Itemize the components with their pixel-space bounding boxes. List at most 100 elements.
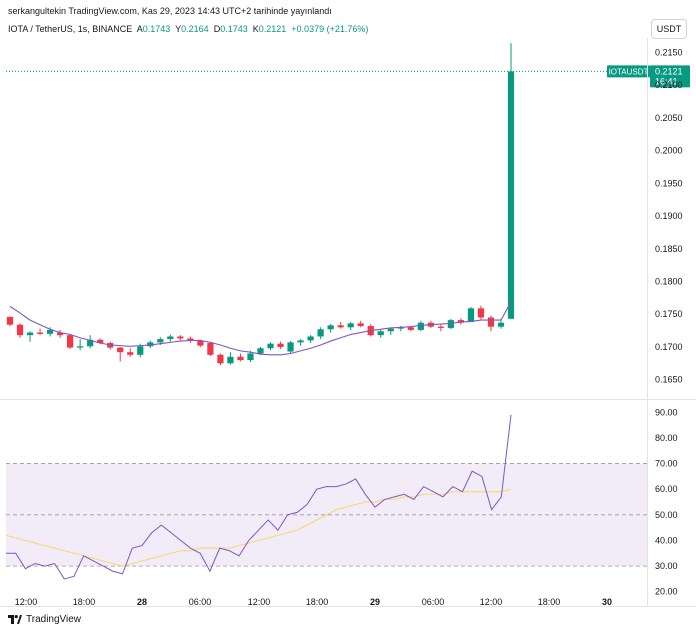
candle-body	[67, 335, 74, 348]
rsi-tick-label: 70.00	[655, 459, 678, 469]
price-tick-label: 0.1950	[655, 178, 683, 188]
price-label-countdown: 16:41	[655, 76, 678, 86]
low-value: 0.1743	[220, 24, 248, 34]
candle-body	[477, 308, 485, 318]
close-value: 0.2121	[258, 24, 287, 34]
currency-button[interactable]: USDT	[651, 19, 687, 39]
candle-body	[387, 328, 394, 332]
candle-body	[247, 353, 254, 361]
rsi-tick-label: 40.00	[655, 535, 678, 545]
candle-body	[6, 316, 14, 325]
candle-body	[287, 342, 294, 352]
candle-body	[357, 323, 364, 326]
price-tick-label: 0.2050	[655, 113, 683, 123]
time-tick-label: 29	[370, 597, 380, 607]
time-tick-label: 06:00	[189, 597, 212, 607]
candle-body	[447, 320, 454, 328]
rsi-tick-label: 20.00	[655, 587, 678, 597]
candle-body	[347, 323, 354, 328]
candle-body	[267, 343, 274, 349]
candle-body	[157, 339, 164, 343]
time-tick-label: 18:00	[538, 597, 561, 607]
candle-body	[187, 338, 194, 341]
candle-body	[507, 71, 515, 319]
time-tick-label: 30	[602, 597, 612, 607]
candle-body	[317, 329, 324, 337]
price-tick-label: 0.2150	[655, 47, 683, 57]
candle-body	[327, 325, 334, 330]
high-value: 0.2164	[181, 24, 209, 34]
candle-body	[177, 336, 184, 339]
price-tick-label: 0.1700	[655, 342, 683, 352]
candle-body	[167, 336, 174, 340]
price-label-symbol: IOTAUSDT	[609, 67, 649, 76]
price-tick-label: 0.2000	[655, 146, 683, 156]
time-tick-label: 28	[137, 597, 147, 607]
candle-body	[437, 326, 444, 328]
price-tick-label: 0.1850	[655, 244, 683, 254]
time-tick-label: 12:00	[480, 597, 503, 607]
candle-body	[487, 317, 495, 327]
candle-body	[407, 327, 414, 330]
rsi-line	[6, 414, 512, 580]
candle-body	[277, 343, 284, 347]
candle-body	[237, 356, 244, 361]
price-label-symbol-box	[607, 65, 650, 78]
candle-body	[227, 356, 234, 364]
candle-body	[127, 352, 134, 355]
candle-body	[137, 346, 144, 355]
candle-body	[337, 325, 344, 328]
candle-body	[117, 347, 124, 353]
candle-body	[147, 342, 154, 347]
time-tick-label: 18:00	[306, 597, 329, 607]
rsi-tick-label: 80.00	[655, 433, 678, 443]
candle-body	[497, 322, 505, 327]
candle-body	[56, 332, 64, 336]
moving-average-line	[9, 301, 512, 356]
footer-brand[interactable]: TradingView	[8, 614, 81, 625]
time-tick-label: 12:00	[248, 597, 271, 607]
candle-body	[87, 339, 94, 347]
candle-body	[36, 332, 44, 334]
candle-body	[307, 336, 314, 341]
candle-body	[207, 343, 214, 355]
rsi-tick-label: 90.00	[655, 407, 678, 417]
close-key: K	[252, 24, 259, 34]
candle-body	[97, 339, 104, 344]
price-label-box	[650, 65, 690, 88]
publisher-line: serkangultekin TradingView.com, Kas 29, …	[8, 6, 332, 16]
footer-brand-label: TradingView	[26, 614, 82, 625]
time-tick-label: 18:00	[73, 597, 96, 607]
candle-body	[217, 354, 224, 364]
time-tick-label: 12:00	[15, 597, 38, 607]
price-tick-label: 0.1750	[655, 309, 683, 319]
time-tick-label: 06:00	[422, 597, 445, 607]
high-key: Y	[175, 24, 182, 34]
price-tick-label: 0.1800	[655, 276, 683, 286]
candle-body	[197, 340, 204, 346]
candle-body	[467, 308, 475, 323]
candle-body	[457, 320, 465, 323]
rsi-pane[interactable]	[5, 414, 647, 580]
candle-body	[397, 327, 404, 329]
price-label-value: 0.2121	[655, 66, 683, 76]
axes: 0.2150 0.2100 0.2050 0.2000 0.1950 0.1900 0.18…	[0, 38, 696, 607]
open-value: 0.1743	[142, 24, 171, 34]
open-key: A	[136, 24, 143, 34]
price-tick-label: 0.1900	[655, 211, 683, 221]
rsi-tick-label: 30.00	[655, 561, 678, 571]
candle-body	[26, 332, 34, 336]
change-value: +0.0379 (+21.76%)	[291, 24, 369, 34]
candle-body	[77, 346, 84, 348]
candle-body	[257, 348, 264, 354]
price-tick-label: 0.1650	[655, 375, 683, 385]
rsi-tick-label: 60.00	[655, 484, 678, 494]
candle-body	[377, 331, 384, 336]
candle-body	[417, 322, 424, 330]
symbol-name[interactable]: IOTA / TetherUS, 1s, BINANCE	[8, 24, 133, 34]
price-tick-label: 0.2100	[655, 80, 683, 90]
rsi-tick-label: 50.00	[655, 510, 678, 520]
